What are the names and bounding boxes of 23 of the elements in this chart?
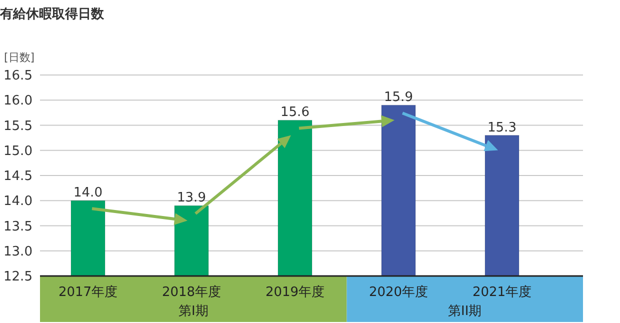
- y-tick-label: 12.5: [4, 270, 32, 285]
- data-label: 15.6: [280, 105, 310, 120]
- data-label: 13.9: [177, 190, 206, 206]
- text: 第II期: [448, 304, 482, 319]
- chart-title: 有給休暇取得日数: [0, 7, 105, 22]
- y-tick-label: 13.0: [4, 244, 32, 260]
- x-tick-label: 2021年度: [472, 284, 532, 300]
- data-label: 14.0: [74, 186, 102, 201]
- y-axis-title: [日数]: [4, 51, 35, 64]
- y-tick-label: 14.0: [4, 194, 32, 210]
- text: 第I期: [178, 304, 208, 319]
- y-tick-label: 14.5: [4, 169, 32, 184]
- y-tick-label: 16.5: [4, 68, 32, 84]
- y-tick-label: 13.5: [4, 219, 32, 234]
- x-tick-label: 2018年度: [162, 284, 222, 300]
- y-tick-label: 16.0: [4, 94, 32, 109]
- data-label: 15.9: [384, 90, 413, 106]
- x-tick-label: 2017年度: [58, 284, 118, 300]
- x-tick-label: 2019年度: [265, 284, 325, 300]
- data-label: 15.3: [488, 120, 516, 136]
- y-tick-label: 15.0: [4, 144, 32, 159]
- y-tick-label: 15.5: [4, 118, 32, 134]
- x-tick-label: 2020年度: [368, 284, 428, 300]
